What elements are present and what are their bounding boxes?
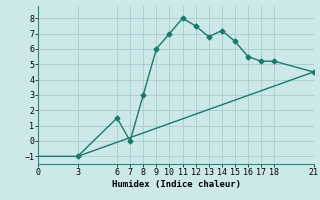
X-axis label: Humidex (Indice chaleur): Humidex (Indice chaleur): [111, 180, 241, 189]
